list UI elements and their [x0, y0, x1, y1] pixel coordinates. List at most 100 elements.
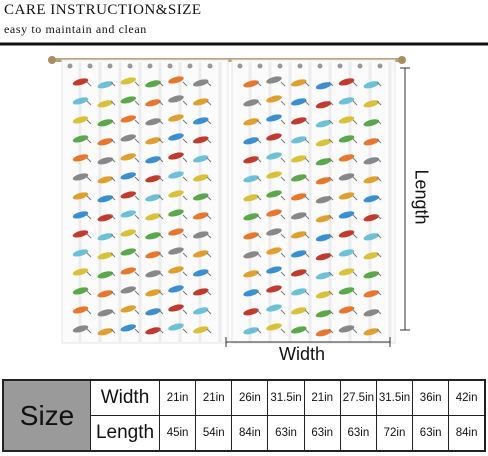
- grommet: [257, 63, 263, 69]
- lure: [168, 133, 184, 141]
- lure: [243, 327, 259, 335]
- hook: [352, 138, 358, 144]
- grommet: [67, 63, 73, 69]
- lure: [243, 175, 259, 183]
- lure: [168, 228, 184, 236]
- lure: [291, 117, 307, 125]
- hook: [328, 233, 334, 239]
- rod-end: [48, 56, 56, 64]
- hook: [328, 176, 334, 182]
- lure: [145, 251, 161, 259]
- lure: [97, 328, 114, 336]
- hook: [304, 214, 310, 220]
- lure: [168, 76, 184, 84]
- lure: [72, 306, 89, 314]
- hook: [352, 195, 358, 201]
- hook: [304, 309, 310, 315]
- hook: [134, 100, 140, 106]
- hook: [206, 271, 212, 277]
- hook: [158, 100, 164, 106]
- hook: [352, 81, 358, 87]
- lure: [97, 214, 114, 222]
- hook: [110, 214, 116, 220]
- hook: [158, 214, 164, 220]
- size-value: 26in: [231, 379, 269, 416]
- lure: [193, 79, 209, 87]
- lure: [193, 117, 209, 125]
- size-value: 27.5in: [339, 379, 377, 416]
- lure: [193, 326, 209, 334]
- hook: [280, 309, 286, 315]
- hook: [352, 233, 358, 239]
- hook: [134, 233, 140, 239]
- lure: [168, 323, 184, 331]
- lure: [193, 250, 209, 258]
- lure: [145, 213, 161, 221]
- hook: [158, 290, 164, 296]
- lure: [168, 171, 184, 179]
- hook: [158, 309, 164, 315]
- hook: [182, 290, 188, 296]
- lure: [193, 212, 209, 220]
- lure: [120, 153, 137, 161]
- size-value: 63in: [303, 415, 341, 452]
- lure: [120, 305, 137, 313]
- lure: [72, 154, 89, 162]
- lure: [243, 213, 259, 221]
- hook: [304, 119, 310, 125]
- grommet: [207, 63, 213, 69]
- hook: [352, 157, 358, 163]
- lure: [315, 139, 332, 147]
- lure: [145, 232, 161, 240]
- size-value: 21in: [195, 379, 233, 416]
- grommet: [237, 63, 243, 69]
- hook: [182, 195, 188, 201]
- hook: [86, 195, 92, 201]
- lure: [97, 119, 114, 127]
- lure: [120, 191, 137, 199]
- lure: [168, 209, 184, 217]
- hook: [256, 328, 262, 334]
- lure: [266, 228, 282, 236]
- hook: [256, 138, 262, 144]
- hook: [256, 252, 262, 258]
- lure: [338, 116, 355, 124]
- lure: [145, 80, 161, 88]
- hook: [328, 252, 334, 258]
- hook: [134, 81, 140, 87]
- hook: [376, 233, 382, 239]
- hook: [352, 100, 358, 106]
- hook: [110, 309, 116, 315]
- hook: [110, 271, 116, 277]
- hook: [134, 290, 140, 296]
- hook: [328, 309, 334, 315]
- hook: [280, 290, 286, 296]
- curtain-panels: [61, 59, 396, 344]
- width-label: Width: [279, 344, 325, 364]
- lure: [315, 177, 332, 185]
- size-value: 84in: [231, 415, 269, 452]
- size-value: 31.5in: [267, 379, 305, 416]
- hook: [256, 195, 262, 201]
- hook: [376, 328, 382, 334]
- hook: [158, 233, 164, 239]
- size-value: 63in: [412, 415, 450, 452]
- hook: [304, 100, 310, 106]
- hook: [376, 81, 382, 87]
- size-value: 84in: [448, 415, 486, 452]
- size-value: 21in: [158, 379, 197, 416]
- lure: [338, 268, 355, 276]
- hook: [256, 176, 262, 182]
- hook: [304, 271, 310, 277]
- hook: [304, 81, 310, 87]
- lure: [168, 304, 184, 312]
- hook: [182, 309, 188, 315]
- hook: [86, 233, 92, 239]
- lure: [266, 285, 282, 293]
- lure: [338, 211, 355, 219]
- hook: [304, 195, 310, 201]
- lure: [266, 323, 282, 331]
- size-value: 45in: [158, 415, 197, 452]
- hook: [110, 233, 116, 239]
- hook: [328, 81, 334, 87]
